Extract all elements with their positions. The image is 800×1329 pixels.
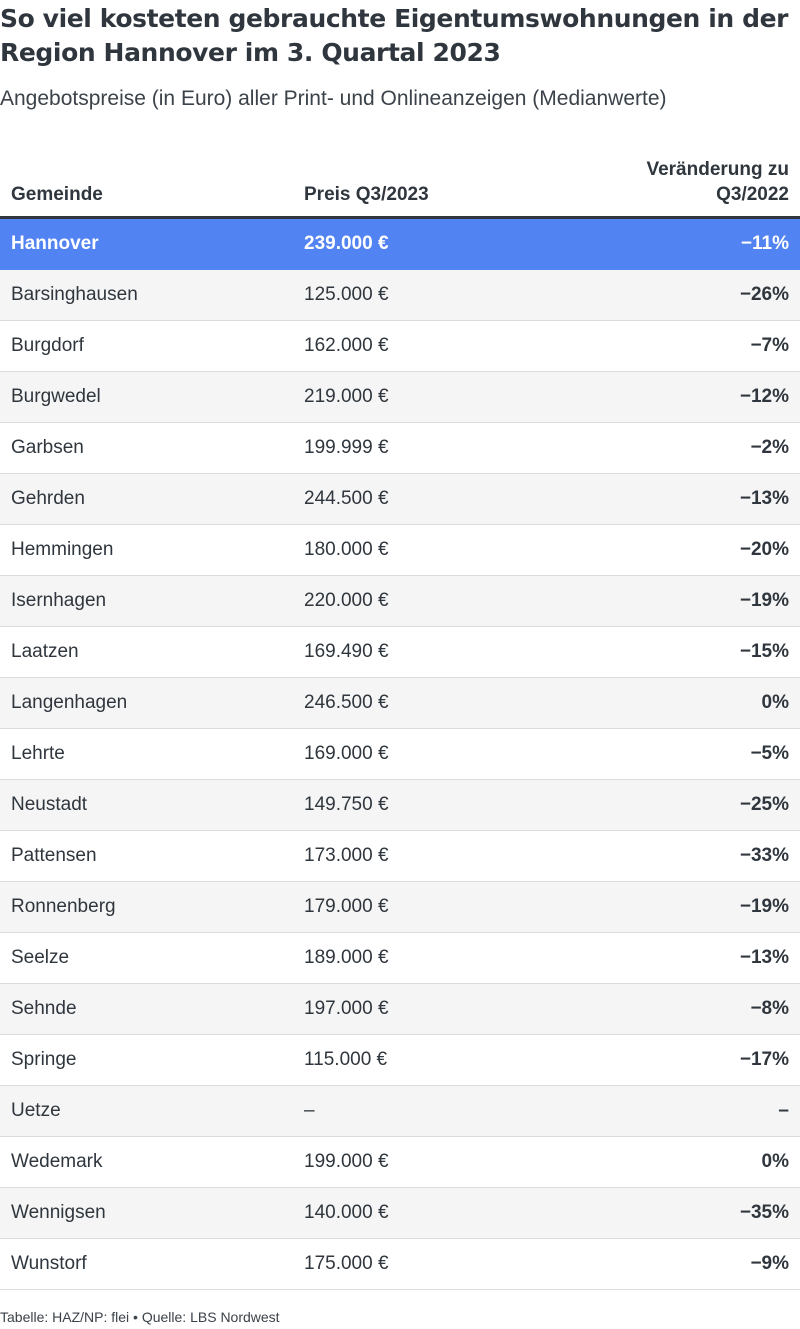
header-gemeinde: Gemeinde: [11, 184, 103, 205]
cell-gemeinde: Gehrden: [11, 488, 85, 509]
table-row: Ronnenberg 179.000 € −19%: [0, 882, 800, 933]
cell-veraenderung: −35%: [739, 1202, 789, 1223]
cell-preis: 199.000 €: [304, 1151, 389, 1172]
cell-preis: 239.000 €: [304, 233, 389, 254]
cell-preis: 169.000 €: [304, 743, 389, 764]
cell-gemeinde: Wennigsen: [11, 1202, 106, 1223]
cell-preis: –: [304, 1100, 315, 1121]
cell-veraenderung: −8%: [750, 998, 789, 1019]
cell-gemeinde: Laatzen: [11, 641, 79, 662]
cell-veraenderung: −15%: [739, 641, 789, 662]
table-row: Lehrte 169.000 € −5%: [0, 729, 800, 780]
table-row: Wunstorf 175.000 € −9%: [0, 1239, 800, 1290]
chart-title: So viel kosteten gebrauchte Eigentumswoh…: [0, 4, 789, 67]
cell-gemeinde: Burgwedel: [11, 386, 101, 407]
cell-gemeinde: Langenhagen: [11, 692, 128, 713]
table-row: Neustadt 149.750 € −25%: [0, 780, 800, 831]
cell-preis: 125.000 €: [304, 284, 389, 305]
cell-veraenderung: −25%: [739, 794, 789, 815]
cell-veraenderung: −7%: [750, 335, 789, 356]
header-veraenderung-line1: Veränderung zu: [646, 159, 789, 180]
cell-veraenderung: −19%: [739, 590, 789, 611]
cell-preis: 115.000 €: [304, 1049, 388, 1070]
cell-gemeinde: Uetze: [11, 1100, 61, 1121]
chart-subtitle: Angebotspreise (in Euro) aller Print- un…: [0, 87, 667, 110]
cell-veraenderung: −12%: [739, 386, 789, 407]
cell-veraenderung: 0%: [761, 692, 789, 713]
cell-veraenderung: −5%: [750, 743, 789, 764]
cell-veraenderung: −17%: [739, 1049, 789, 1070]
cell-preis: 180.000 €: [304, 539, 389, 560]
header-veraenderung-line2: Q3/2022: [716, 184, 789, 205]
cell-gemeinde: Wedemark: [11, 1151, 103, 1172]
table-row: Sehnde 197.000 € −8%: [0, 984, 800, 1035]
cell-gemeinde: Hannover: [11, 233, 99, 254]
cell-gemeinde: Hemmingen: [11, 539, 114, 560]
table-row: Langenhagen 246.500 € 0%: [0, 678, 800, 729]
cell-veraenderung: −20%: [739, 539, 789, 560]
cell-preis: 162.000 €: [304, 335, 389, 356]
cell-preis: 140.000 €: [304, 1202, 389, 1223]
cell-preis: 169.490 €: [304, 641, 389, 662]
table-row: Burgwedel 219.000 € −12%: [0, 372, 800, 423]
table-row: Wennigsen 140.000 € −35%: [0, 1188, 800, 1239]
source-footer: Tabelle: HAZ/NP: flei • Quelle: LBS Nord…: [0, 1309, 280, 1325]
cell-gemeinde: Sehnde: [11, 998, 77, 1019]
header-preis: Preis Q3/2023: [304, 184, 429, 205]
cell-gemeinde: Ronnenberg: [11, 896, 116, 917]
cell-preis: 244.500 €: [304, 488, 389, 509]
cell-preis: 246.500 €: [304, 692, 389, 713]
cell-preis: 179.000 €: [304, 896, 389, 917]
price-table: Gemeinde Preis Q3/2023 Veränderung zu Q3/…: [0, 150, 800, 1290]
cell-preis: 149.750 €: [304, 794, 389, 815]
cell-preis: 197.000 €: [304, 998, 389, 1019]
cell-gemeinde: Neustadt: [11, 794, 88, 815]
table-row: Pattensen 173.000 € −33%: [0, 831, 800, 882]
cell-gemeinde: Garbsen: [11, 437, 84, 458]
table-body: Hannover 239.000 € −11% Barsinghausen 125.00…: [0, 219, 800, 1290]
cell-veraenderung: −33%: [739, 845, 789, 866]
table-row: Uetze – –: [0, 1086, 800, 1137]
cell-preis: 199.999 €: [304, 437, 389, 458]
cell-veraenderung: −26%: [739, 284, 789, 305]
cell-preis: 219.000 €: [304, 386, 389, 407]
cell-veraenderung: −13%: [739, 947, 789, 968]
cell-gemeinde: Lehrte: [11, 743, 65, 764]
cell-gemeinde: Pattensen: [11, 845, 97, 866]
cell-gemeinde: Springe: [11, 1049, 77, 1070]
cell-gemeinde: Seelze: [11, 947, 70, 968]
cell-veraenderung: −2%: [750, 437, 789, 458]
table-row: Springe 115.000 € −17%: [0, 1035, 800, 1086]
cell-preis: 189.000 €: [304, 947, 389, 968]
cell-gemeinde: Isernhagen: [11, 590, 107, 611]
cell-veraenderung: −13%: [739, 488, 789, 509]
table-row: Gehrden 244.500 € −13%: [0, 474, 800, 525]
cell-veraenderung: −19%: [739, 896, 789, 917]
table-row: Wedemark 199.000 € 0%: [0, 1137, 800, 1188]
cell-veraenderung: –: [778, 1100, 789, 1121]
table-row: Seelze 189.000 € −13%: [0, 933, 800, 984]
table-row: Burgdorf 162.000 € −7%: [0, 321, 800, 372]
table-row: Isernhagen 220.000 € −19%: [0, 576, 800, 627]
table-row: Barsinghausen 125.000 € −26%: [0, 270, 800, 321]
cell-veraenderung: −9%: [750, 1253, 789, 1274]
cell-preis: 220.000 €: [304, 590, 389, 611]
cell-veraenderung: 0%: [761, 1151, 789, 1172]
table-row: Hannover 239.000 € −11%: [0, 219, 800, 270]
table-row: Laatzen 169.490 € −15%: [0, 627, 800, 678]
cell-veraenderung: −11%: [740, 233, 789, 254]
cell-preis: 175.000 €: [304, 1253, 389, 1274]
cell-gemeinde: Burgdorf: [11, 335, 84, 356]
table-header: Gemeinde Preis Q3/2023 Veränderung zu Q3/…: [0, 150, 800, 219]
header-veraenderung: Veränderung zu Q3/2022: [529, 157, 789, 207]
cell-gemeinde: Barsinghausen: [11, 284, 138, 305]
cell-gemeinde: Wunstorf: [11, 1253, 87, 1274]
cell-preis: 173.000 €: [304, 845, 389, 866]
table-row: Hemmingen 180.000 € −20%: [0, 525, 800, 576]
table-row: Garbsen 199.999 € −2%: [0, 423, 800, 474]
